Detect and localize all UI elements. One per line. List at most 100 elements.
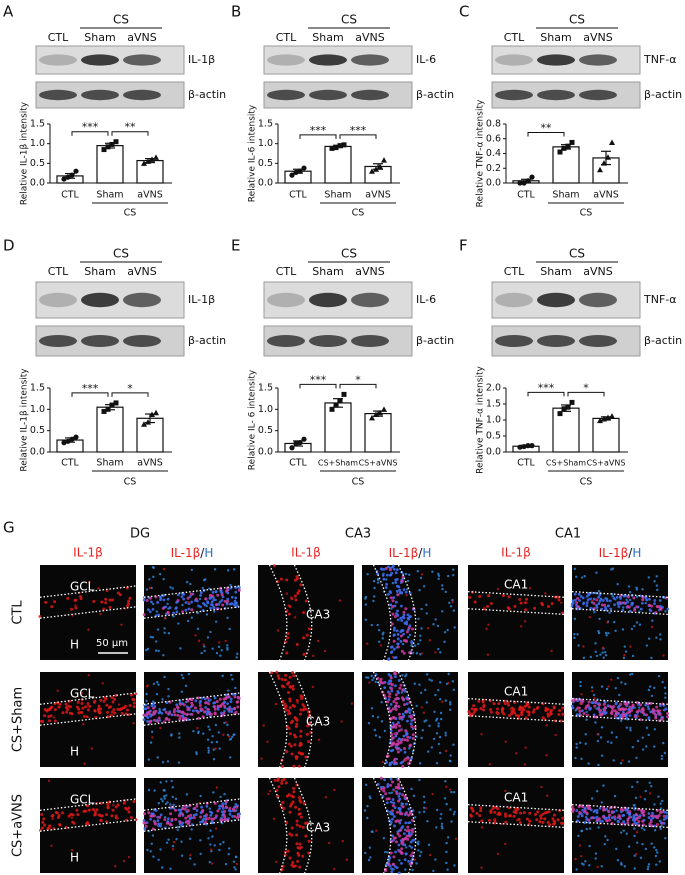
nucleus — [160, 798, 162, 800]
signal — [398, 687, 401, 690]
blot-band — [267, 90, 305, 100]
nucleus — [581, 576, 583, 578]
x-tick-label: CTL — [61, 458, 79, 469]
nucleus — [602, 599, 605, 602]
blot-band — [81, 293, 119, 307]
micrograph — [362, 672, 458, 767]
nucleus — [374, 729, 376, 731]
signal — [147, 811, 150, 814]
signal — [384, 792, 387, 795]
nucleus — [230, 738, 232, 740]
nucleus — [394, 578, 397, 581]
signal — [204, 701, 207, 704]
signal — [409, 744, 412, 747]
nucleus — [435, 719, 437, 721]
signal — [298, 866, 301, 869]
nucleus — [151, 843, 153, 845]
signal — [42, 817, 45, 820]
signal — [480, 866, 482, 868]
signal — [287, 604, 289, 606]
nucleus — [653, 687, 655, 689]
signal — [425, 807, 427, 809]
nucleus — [410, 841, 413, 844]
signal — [407, 757, 410, 760]
nucleus — [575, 576, 577, 578]
nucleus — [610, 742, 612, 744]
signal — [124, 807, 127, 810]
nucleus — [213, 701, 216, 704]
signal — [99, 819, 102, 822]
blot-lane-label: CTL — [276, 265, 297, 278]
signal — [533, 607, 536, 610]
nucleus — [436, 809, 438, 811]
signal — [496, 708, 499, 711]
signal — [236, 863, 238, 865]
nucleus — [234, 591, 237, 594]
signal — [396, 811, 399, 814]
nucleus — [423, 807, 425, 809]
signal — [119, 708, 122, 711]
blot-lane-label: aVNS — [355, 31, 384, 44]
nucleus — [417, 843, 419, 845]
signal — [395, 708, 398, 711]
nucleus — [149, 715, 152, 718]
signal — [626, 605, 629, 608]
nucleus — [645, 599, 648, 602]
signal — [394, 761, 397, 764]
signal — [421, 573, 423, 575]
blot-band-label: IL-6 — [416, 53, 436, 66]
nucleus — [217, 708, 220, 711]
nucleus — [590, 656, 592, 658]
signal — [402, 611, 405, 614]
signal — [597, 866, 599, 868]
nucleus — [447, 836, 449, 838]
nucleus — [182, 598, 185, 601]
nucleus — [153, 567, 155, 569]
nucleus — [605, 654, 607, 656]
signal — [623, 654, 625, 656]
nucleus — [146, 588, 148, 590]
blot-group-label: CS — [113, 13, 129, 27]
nucleus — [606, 688, 608, 690]
signal — [104, 598, 107, 601]
region-annotation: GCL — [70, 793, 95, 807]
bar — [325, 146, 351, 183]
signal — [54, 708, 57, 711]
x-tick-label: CS+aVNS — [587, 459, 626, 468]
bar — [97, 407, 123, 452]
signal — [228, 695, 231, 698]
signal — [216, 786, 218, 788]
nucleus — [157, 683, 159, 685]
signal — [301, 855, 304, 858]
signal — [187, 601, 189, 603]
signal — [216, 594, 219, 597]
signal — [579, 844, 581, 846]
signal — [635, 605, 638, 608]
channel-label: IL-1β — [291, 546, 321, 560]
nucleus — [150, 850, 152, 852]
blot-band — [351, 90, 389, 100]
signal — [480, 733, 482, 735]
nucleus — [571, 705, 574, 708]
nucleus — [629, 599, 631, 601]
nucleus — [391, 818, 394, 821]
signal — [328, 842, 330, 844]
nucleus — [577, 815, 580, 818]
signal — [214, 712, 217, 715]
nucleus — [371, 831, 373, 833]
signal — [546, 724, 548, 726]
nucleus — [383, 778, 386, 781]
signal — [83, 762, 85, 764]
nucleus — [189, 583, 191, 585]
signal — [127, 602, 129, 604]
nucleus — [174, 607, 177, 610]
nucleus — [614, 630, 616, 632]
signal — [427, 627, 429, 629]
signal — [504, 821, 507, 824]
signal — [77, 701, 80, 704]
bar — [137, 161, 163, 183]
nucleus — [432, 623, 434, 625]
signal — [408, 626, 411, 629]
signal — [501, 823, 503, 825]
signal — [660, 608, 663, 611]
